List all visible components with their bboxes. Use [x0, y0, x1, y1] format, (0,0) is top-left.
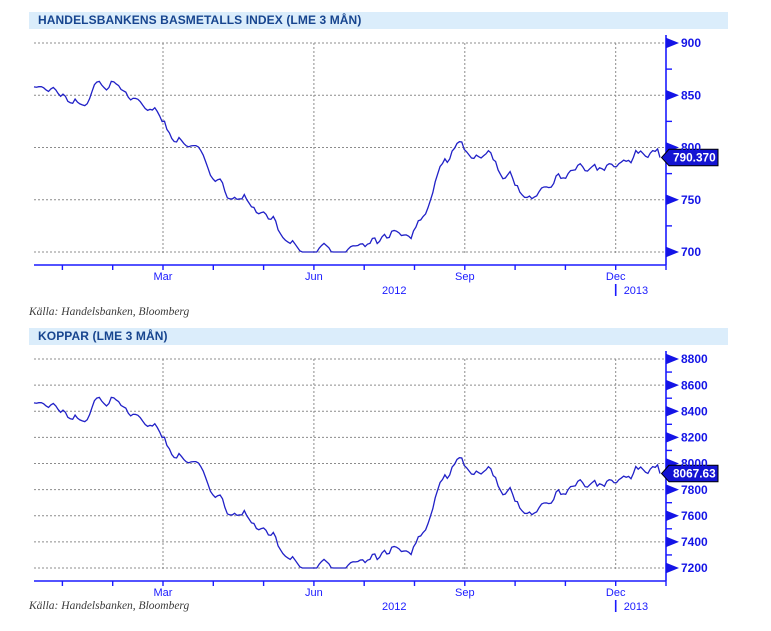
svg-text:Mar: Mar [154, 271, 173, 283]
svg-text:850: 850 [681, 88, 701, 102]
svg-text:7400: 7400 [681, 535, 708, 549]
svg-text:7600: 7600 [681, 509, 708, 523]
svg-text:2013: 2013 [624, 285, 648, 297]
svg-text:Mar: Mar [154, 587, 173, 599]
svg-text:7200: 7200 [681, 561, 708, 575]
svg-text:Sep: Sep [455, 587, 475, 599]
svg-text:8200: 8200 [681, 431, 708, 445]
svg-text:Jun: Jun [305, 271, 323, 283]
svg-text:2013: 2013 [624, 601, 648, 613]
svg-text:7800: 7800 [681, 483, 708, 497]
svg-text:8000: 8000 [681, 457, 708, 471]
svg-text:700: 700 [681, 245, 701, 259]
svg-text:8600: 8600 [681, 378, 708, 392]
svg-text:Dec: Dec [606, 271, 626, 283]
svg-text:800: 800 [681, 141, 701, 155]
svg-text:Jun: Jun [305, 587, 323, 599]
svg-text:2012: 2012 [382, 601, 406, 613]
svg-text:8800: 8800 [681, 352, 708, 366]
svg-text:2012: 2012 [382, 285, 406, 297]
svg-text:Dec: Dec [606, 587, 626, 599]
svg-text:900: 900 [681, 36, 701, 50]
svg-text:750: 750 [681, 193, 701, 207]
svg-text:8400: 8400 [681, 404, 708, 418]
svg-text:Sep: Sep [455, 271, 475, 283]
